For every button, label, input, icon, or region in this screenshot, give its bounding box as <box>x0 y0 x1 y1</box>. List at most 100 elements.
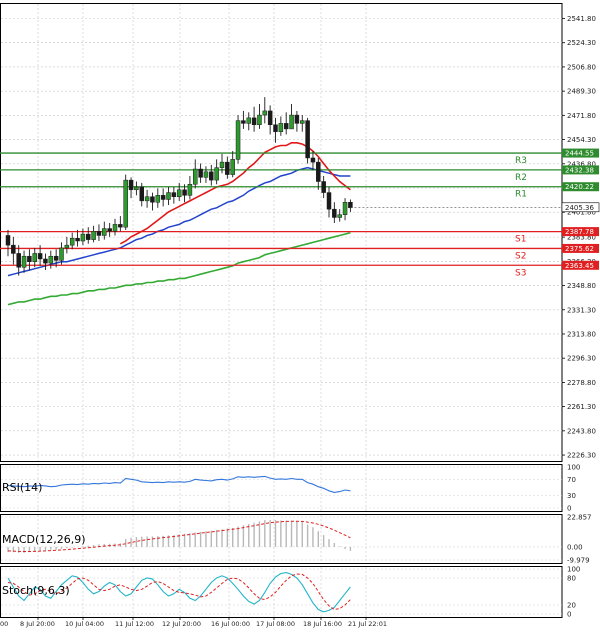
x-tick-label: 10 Jul 04:00 <box>65 620 104 628</box>
candle-up <box>91 231 96 240</box>
level-price-label: 2432.38 <box>565 166 594 174</box>
ma-green-line <box>7 231 351 306</box>
y-tick-label: 2296.30 <box>567 355 596 363</box>
candle-up <box>134 186 139 191</box>
stoch-y-tick-label: 100 <box>567 566 580 574</box>
candle-up <box>112 224 118 232</box>
rsi-y-tick-label: 0 <box>567 505 571 513</box>
rsi-y-tick-label: 100 <box>567 464 580 472</box>
ma-red-line <box>119 142 351 245</box>
level-price-label: 2420.22 <box>565 183 594 191</box>
rsi-label: RSI(14) <box>2 481 42 494</box>
level-price-tag <box>562 148 599 158</box>
candle-down <box>96 231 102 236</box>
panel-frame-1 <box>0 464 563 512</box>
level-name-r3: R3 <box>515 156 527 166</box>
candle-up <box>246 117 251 124</box>
candle-up <box>21 255 27 268</box>
x-tick-label: 00 <box>0 620 8 628</box>
candle-up <box>123 179 128 228</box>
macd-y-tick-label: 0.00 <box>567 543 583 551</box>
stoch-d-line <box>7 573 351 611</box>
candle-down <box>150 196 155 203</box>
candle-up <box>166 192 171 200</box>
candle-up <box>69 237 75 246</box>
y-tick-label: 2524.30 <box>567 39 596 47</box>
candle-up <box>176 189 182 197</box>
candle-down <box>75 237 80 242</box>
y-tick-label: 2471.80 <box>567 112 596 120</box>
y-tick-label: 2313.80 <box>567 330 596 338</box>
y-tick-label: 2454.30 <box>567 136 596 144</box>
level-name-r2: R2 <box>515 173 527 183</box>
candle-down <box>321 181 326 193</box>
y-tick-label: 2383.80 <box>567 234 596 242</box>
stoch-y-tick-label: 0 <box>567 611 571 619</box>
candle-up <box>102 228 107 236</box>
candle-down <box>139 186 144 202</box>
candle-up <box>289 114 294 130</box>
candle-up <box>230 159 235 175</box>
candle-up <box>64 244 70 249</box>
stoch-label: Stoch(9,6,3) <box>2 584 70 597</box>
candle-up <box>300 120 305 124</box>
candle-up <box>193 168 198 185</box>
candle-up <box>80 233 86 242</box>
level-price-tag <box>562 260 599 270</box>
candle-down <box>316 161 321 182</box>
candle-down <box>160 195 166 200</box>
candle-down <box>305 120 310 159</box>
candle-down <box>241 120 246 124</box>
x-tick-label: 11 Jul 12:00 <box>115 620 154 628</box>
candle-up <box>262 110 268 116</box>
rsi-line <box>7 475 351 493</box>
candle-down <box>348 202 353 209</box>
y-tick-label: 2541.80 <box>567 15 596 23</box>
candle-down <box>294 114 300 124</box>
candle-down <box>225 161 230 175</box>
candle-down <box>326 192 332 210</box>
panel-frame-3 <box>0 566 563 618</box>
macd-y-tick-label: -9.979 <box>567 557 590 565</box>
candle-up <box>214 167 219 181</box>
y-tick-label: 2261.30 <box>567 403 596 411</box>
candle-down <box>182 189 187 196</box>
candle-down <box>198 168 203 178</box>
level-price-tag <box>562 165 599 175</box>
candle-down <box>16 253 21 268</box>
level-price-tag <box>562 182 599 192</box>
candle-up <box>342 202 348 215</box>
candle-down <box>332 208 337 218</box>
candle-down <box>107 228 112 232</box>
rsi-y-tick-label: 30 <box>567 492 576 500</box>
candle-down <box>37 253 43 260</box>
x-tick-label: 21 Jul 22:01 <box>348 620 387 628</box>
level-price-tag <box>562 243 599 253</box>
candle-down <box>27 255 32 262</box>
candle-down <box>283 123 289 130</box>
candle-down <box>43 258 48 264</box>
level-name-r1: R1 <box>515 190 527 200</box>
candle-up <box>219 161 225 168</box>
macd-signal-line <box>7 520 351 552</box>
x-tick-label: 12 Jul 20:00 <box>162 620 201 628</box>
rsi-y-tick-label: 70 <box>567 476 576 484</box>
x-tick-label: 18 Jul 16:00 <box>303 620 342 628</box>
x-tick-label: 8 Jul 20:00 <box>20 620 55 628</box>
x-tick-label: 17 Jul 08:00 <box>256 620 295 628</box>
candle-down <box>267 110 273 126</box>
candle-up <box>235 120 241 160</box>
y-tick-label: 2331.30 <box>567 306 596 314</box>
candle-up <box>59 247 64 261</box>
candle-down <box>310 157 316 163</box>
candle-down <box>128 179 134 191</box>
macd-label: MACD(12,26,9) <box>2 533 86 546</box>
candle-up <box>278 123 284 132</box>
macd-y-tick-label: 22.857 <box>567 514 592 522</box>
candle-down <box>251 117 257 126</box>
level-name-s1: S1 <box>515 235 526 245</box>
candle-down <box>86 233 91 240</box>
candle-up <box>144 196 150 202</box>
